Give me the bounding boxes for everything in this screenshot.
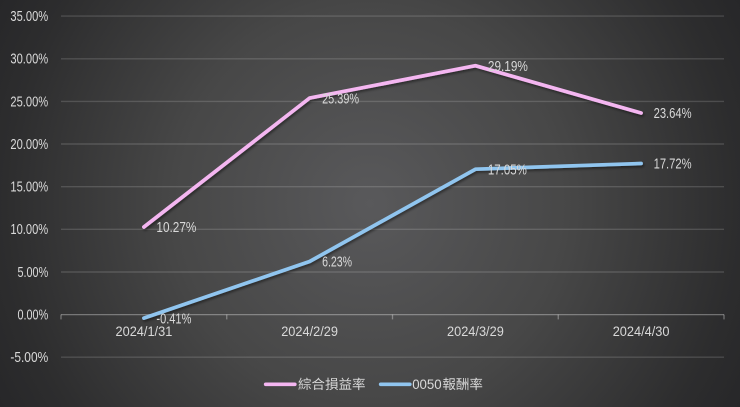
svg-text:30.00%: 30.00% — [10, 52, 48, 68]
svg-text:5.00%: 5.00% — [18, 265, 49, 281]
svg-text:15.00%: 15.00% — [10, 180, 48, 196]
svg-text:0.00%: 0.00% — [18, 308, 49, 324]
svg-text:10.27%: 10.27% — [156, 220, 196, 236]
svg-text:2024/1/31: 2024/1/31 — [116, 324, 173, 339]
svg-text:2024/3/29: 2024/3/29 — [447, 324, 504, 339]
svg-text:23.64%: 23.64% — [654, 106, 692, 122]
svg-text:-5.00%: -5.00% — [10, 350, 48, 366]
svg-text:2024/4/30: 2024/4/30 — [613, 324, 670, 339]
svg-text:2024/2/29: 2024/2/29 — [281, 324, 338, 339]
svg-text:-0.41%: -0.41% — [156, 311, 191, 327]
svg-text:0050: 0050 — [412, 377, 442, 392]
svg-text:25.39%: 25.39% — [322, 91, 359, 107]
svg-text:25.00%: 25.00% — [10, 94, 48, 110]
svg-text:10.00%: 10.00% — [10, 222, 48, 238]
svg-text:20.00%: 20.00% — [10, 137, 48, 153]
svg-text:29.19%: 29.19% — [488, 59, 528, 75]
svg-text:35.00%: 35.00% — [10, 9, 48, 25]
svg-text:17.72%: 17.72% — [654, 157, 692, 173]
svg-text:17.05%: 17.05% — [488, 162, 527, 178]
svg-text:6.23%: 6.23% — [322, 255, 352, 271]
